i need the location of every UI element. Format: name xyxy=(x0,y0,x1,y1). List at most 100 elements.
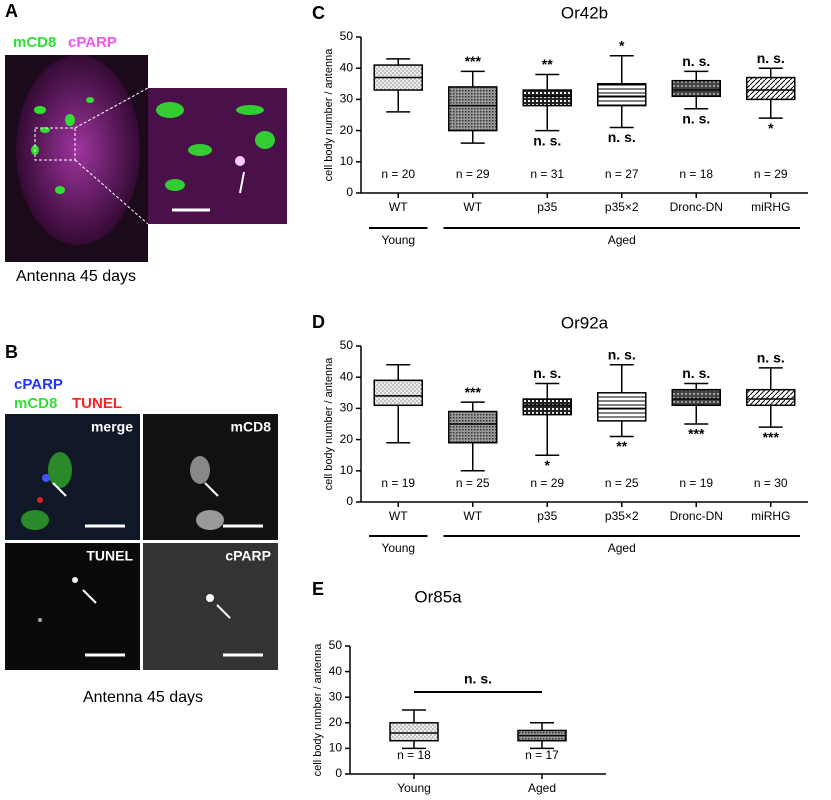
significance: * xyxy=(545,457,551,473)
significance: n. s. xyxy=(533,365,561,381)
n-label: n = 18 xyxy=(679,167,713,181)
image-cparp-cell xyxy=(235,156,245,166)
image-grid xyxy=(5,414,278,670)
stain-label: mCD8 xyxy=(14,395,57,412)
y-tick-label: 40 xyxy=(340,60,354,74)
x-tick-label: WT xyxy=(463,509,482,523)
y-tick-label: 30 xyxy=(329,689,343,703)
group-label: Young xyxy=(381,233,415,247)
x-tick-label: p35 xyxy=(537,200,557,214)
n-label: n = 19 xyxy=(381,476,415,490)
x-tick-label: p35×2 xyxy=(605,509,639,523)
significance: n. s. xyxy=(682,53,710,69)
significance: ** xyxy=(542,56,553,72)
significance: * xyxy=(768,120,774,136)
caption: Antenna 45 days xyxy=(16,268,136,285)
significance: * xyxy=(619,37,625,53)
y-axis-label: cell body number / antenna xyxy=(323,48,335,182)
image-tissue xyxy=(16,55,140,245)
y-tick-label: 30 xyxy=(340,92,354,106)
y-axis-label: cell body number / antenna xyxy=(312,643,324,777)
x-tick-label: Dronc-DN xyxy=(670,509,723,523)
chart-title: Or92a xyxy=(561,313,609,332)
y-tick-label: 30 xyxy=(340,401,354,415)
n-label: n = 18 xyxy=(397,748,431,762)
x-tick-label: WT xyxy=(389,200,408,214)
y-tick-label: 10 xyxy=(340,463,354,477)
box xyxy=(389,722,439,742)
zoom-line xyxy=(74,159,149,225)
significance: n. s. xyxy=(533,132,561,148)
chart-title: Or42b xyxy=(561,3,608,22)
x-tick-label: Aged xyxy=(528,781,556,795)
y-tick-label: 0 xyxy=(335,766,342,780)
significance: n. s. xyxy=(757,350,785,366)
box xyxy=(746,76,796,101)
tile-label: cPARP xyxy=(225,548,271,564)
x-tick-label: Young xyxy=(397,781,431,795)
y-tick-label: 40 xyxy=(329,664,343,678)
panel-letter: A xyxy=(5,1,18,21)
significance: n. s. xyxy=(608,129,636,145)
caption: Antenna 45 days xyxy=(83,689,203,706)
x-tick-label: p35 xyxy=(537,509,557,523)
significance: n. s. xyxy=(608,346,636,362)
group-label: Aged xyxy=(608,233,636,247)
x-tick-label: Dronc-DN xyxy=(670,200,723,214)
arrow xyxy=(82,589,97,604)
n-label: n = 19 xyxy=(679,476,713,490)
y-tick-label: 0 xyxy=(346,494,353,508)
tile-label: merge xyxy=(91,419,133,435)
box xyxy=(597,392,647,422)
x-tick-label: miRHG xyxy=(751,200,790,214)
box xyxy=(373,379,423,407)
n-label: n = 17 xyxy=(525,748,559,762)
box xyxy=(746,388,796,407)
stain-label: TUNEL xyxy=(72,395,122,412)
y-tick-label: 10 xyxy=(329,741,343,755)
image-inset-cells xyxy=(156,102,275,191)
arrow xyxy=(216,604,231,619)
group-label: Young xyxy=(381,541,415,555)
y-tick-label: 20 xyxy=(329,715,343,729)
box xyxy=(522,89,572,107)
box xyxy=(448,410,498,444)
panel-letter: D xyxy=(312,312,325,332)
significance: ** xyxy=(616,438,627,454)
n-label: n = 20 xyxy=(381,167,415,181)
y-tick-label: 40 xyxy=(340,369,354,383)
panel-letter: E xyxy=(312,579,324,599)
box xyxy=(597,83,647,107)
panel-letter: C xyxy=(312,3,325,23)
group-label: Aged xyxy=(608,541,636,555)
stain-label: mCD8 xyxy=(13,34,56,51)
significance: n. s. xyxy=(682,110,710,126)
y-axis-label: cell body number / antenna xyxy=(323,357,335,491)
box xyxy=(448,86,498,132)
n-label: n = 27 xyxy=(605,167,639,181)
stain-label: cPARP xyxy=(68,34,117,51)
box xyxy=(671,79,721,98)
significance: n. s. xyxy=(757,50,785,66)
n-label: n = 30 xyxy=(754,476,788,490)
box xyxy=(522,398,572,416)
arrow xyxy=(239,171,245,194)
zoom-line xyxy=(74,87,149,129)
chart-title: Or85a xyxy=(414,587,462,606)
significance: *** xyxy=(465,384,482,400)
n-label: n = 25 xyxy=(456,476,490,490)
tile-label: TUNEL xyxy=(86,548,133,564)
tile-label: mCD8 xyxy=(231,419,272,435)
box xyxy=(671,388,721,407)
significance: n. s. xyxy=(464,671,492,687)
n-label: n = 29 xyxy=(530,476,564,490)
x-tick-label: p35×2 xyxy=(605,200,639,214)
x-tick-label: WT xyxy=(389,509,408,523)
panel-letter: B xyxy=(5,342,18,362)
y-tick-label: 20 xyxy=(340,432,354,446)
significance: *** xyxy=(688,426,705,442)
y-tick-label: 0 xyxy=(346,185,353,199)
y-tick-label: 10 xyxy=(340,154,354,168)
significance: *** xyxy=(763,429,780,445)
